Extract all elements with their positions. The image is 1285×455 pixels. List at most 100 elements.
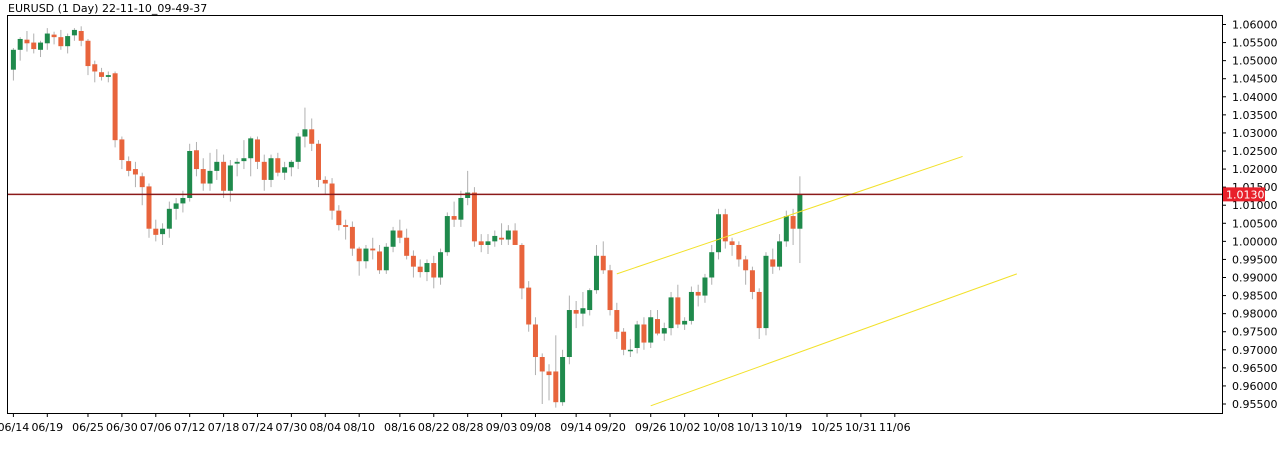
candle-body bbox=[316, 143, 321, 180]
candle-body bbox=[519, 244, 525, 289]
candle-body bbox=[268, 158, 274, 180]
candle-body bbox=[31, 42, 37, 50]
candle-body bbox=[383, 246, 389, 271]
candle-body bbox=[275, 158, 281, 173]
candle-body bbox=[99, 72, 105, 77]
candle-body bbox=[322, 179, 328, 184]
x-tick-label: 10/31 bbox=[845, 421, 877, 434]
candle-body bbox=[566, 310, 572, 358]
candle-body bbox=[465, 192, 471, 198]
candle-body bbox=[532, 324, 538, 358]
y-tick-label: 0.98500 bbox=[1232, 290, 1278, 303]
x-tick-label: 10/02 bbox=[669, 421, 701, 434]
candle-body bbox=[485, 241, 491, 245]
candle-body bbox=[397, 230, 403, 238]
candle-body bbox=[546, 371, 552, 376]
y-tick-label: 1.05000 bbox=[1232, 55, 1278, 68]
x-tick-label: 09/03 bbox=[486, 421, 518, 434]
candle-body bbox=[112, 73, 118, 141]
candle-body bbox=[777, 241, 783, 267]
candle-body bbox=[770, 259, 776, 267]
candle-body bbox=[682, 320, 688, 325]
candle-body bbox=[153, 228, 159, 235]
candle-body bbox=[607, 270, 613, 311]
candle-body bbox=[444, 216, 450, 253]
candle-body bbox=[499, 237, 505, 240]
candle-body bbox=[600, 255, 606, 271]
candle-body bbox=[377, 251, 383, 271]
candle-body bbox=[729, 241, 735, 245]
candle-body bbox=[173, 203, 179, 209]
candle-body bbox=[78, 31, 84, 41]
x-tick-label: 09/20 bbox=[594, 421, 626, 434]
candle-body bbox=[593, 255, 599, 291]
candle-body bbox=[614, 310, 620, 332]
candle-body bbox=[661, 328, 667, 334]
x-tick-label: 10/19 bbox=[770, 421, 802, 434]
candle-body bbox=[363, 248, 369, 262]
candle-body bbox=[343, 225, 349, 227]
candle-body bbox=[526, 287, 532, 325]
y-tick-label: 1.00000 bbox=[1232, 235, 1278, 248]
x-tick-label: 09/26 bbox=[635, 421, 667, 434]
candle-body bbox=[424, 263, 430, 273]
y-tick-label: 0.97500 bbox=[1232, 326, 1278, 339]
candle-body bbox=[44, 33, 50, 44]
x-tick-label: 08/04 bbox=[309, 421, 341, 434]
candle-body bbox=[587, 290, 593, 311]
candle-body bbox=[675, 297, 681, 325]
candle-body bbox=[119, 139, 125, 161]
candle-body bbox=[539, 357, 545, 372]
x-tick-label: 06/25 bbox=[72, 421, 104, 434]
candle-body bbox=[10, 49, 16, 70]
y-tick-label: 1.04500 bbox=[1232, 73, 1278, 86]
y-tick-label: 1.02000 bbox=[1232, 163, 1278, 176]
candle-body bbox=[458, 197, 464, 220]
candle-body bbox=[180, 197, 186, 204]
current-price-label: 1.01303 bbox=[1226, 188, 1272, 201]
candle-body bbox=[716, 214, 722, 253]
candle-body bbox=[282, 167, 288, 173]
candle-body bbox=[370, 248, 376, 251]
candle-body bbox=[254, 139, 260, 162]
candle-body bbox=[356, 248, 362, 262]
candle-body bbox=[431, 263, 437, 278]
y-tick-label: 1.03500 bbox=[1232, 109, 1278, 122]
y-tick-label: 1.02500 bbox=[1232, 145, 1278, 158]
x-tick-label: 08/28 bbox=[452, 421, 484, 434]
x-tick-label: 07/18 bbox=[208, 421, 240, 434]
y-tick-label: 1.05500 bbox=[1232, 37, 1278, 50]
candle-body bbox=[438, 252, 444, 278]
candle-body bbox=[573, 310, 579, 314]
candle-body bbox=[309, 129, 315, 144]
candle-body bbox=[736, 244, 742, 260]
candle-body bbox=[187, 151, 193, 198]
candle-body bbox=[261, 161, 267, 180]
y-tick-label: 0.99500 bbox=[1232, 253, 1278, 266]
channel-line-lower bbox=[650, 273, 1018, 407]
candle-body bbox=[763, 255, 769, 329]
candle-body bbox=[51, 34, 57, 38]
y-axis: 1.06000 1.05500 1.05000 1.04500 1.04000 1.035… bbox=[1222, 19, 1278, 411]
candle-body bbox=[621, 331, 627, 350]
candle-body bbox=[349, 226, 355, 249]
candle-body bbox=[756, 291, 762, 329]
candle-body bbox=[200, 169, 206, 184]
candle-body bbox=[38, 42, 44, 50]
x-tick-label: 07/12 bbox=[174, 421, 206, 434]
y-tick-label: 0.97000 bbox=[1232, 344, 1278, 357]
candle-body bbox=[390, 230, 396, 247]
candles-group bbox=[10, 26, 803, 408]
candle-body bbox=[743, 259, 749, 271]
candle-body bbox=[234, 161, 240, 164]
candle-body bbox=[512, 230, 518, 245]
candle-body bbox=[65, 36, 71, 47]
y-tick-label: 1.04000 bbox=[1232, 91, 1278, 104]
candle-body bbox=[221, 161, 227, 191]
candle-body bbox=[288, 161, 294, 168]
candle-body bbox=[790, 216, 796, 229]
candle-body bbox=[17, 38, 23, 50]
candle-body bbox=[641, 324, 647, 343]
candle-body bbox=[722, 214, 728, 242]
